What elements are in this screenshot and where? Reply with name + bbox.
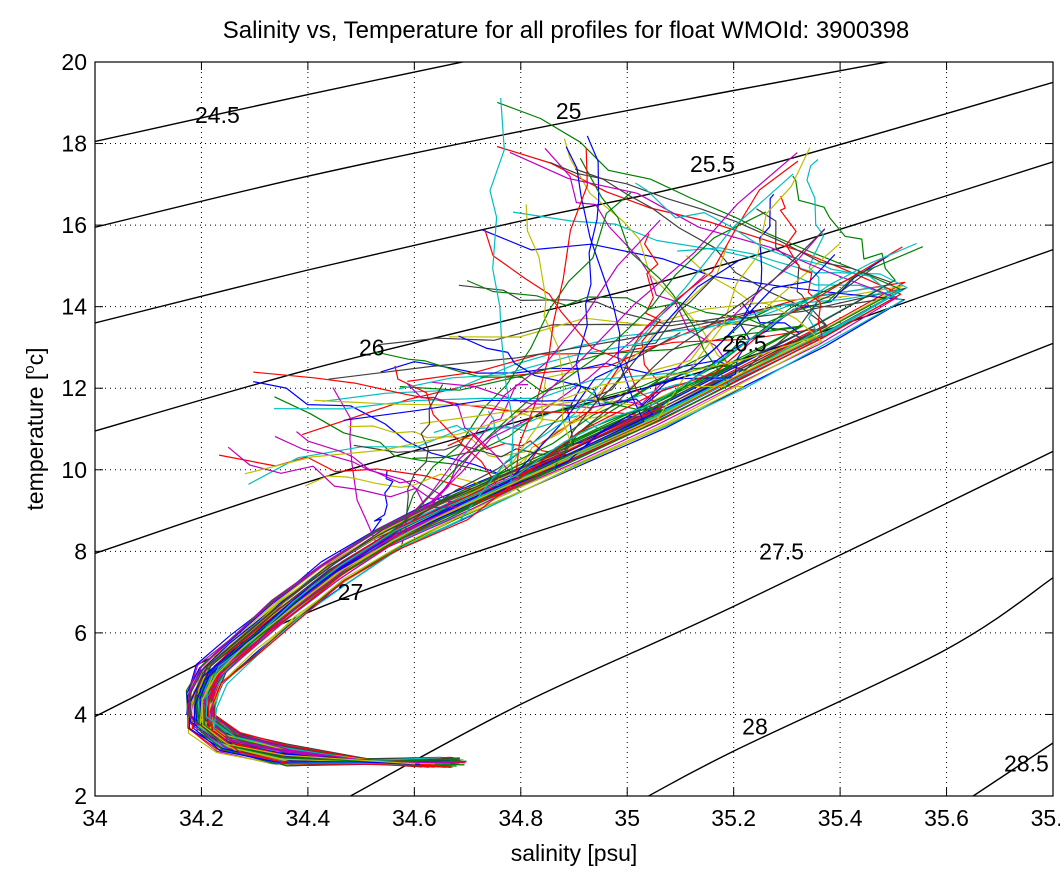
y-tick-label: 16 — [61, 212, 87, 238]
density-contour-line — [95, 161, 1053, 432]
profile-line — [193, 228, 826, 768]
density-contour-line — [972, 742, 1053, 796]
y-tick-label: 6 — [74, 620, 87, 646]
profile-line — [210, 255, 823, 766]
x-tick-label: 34.8 — [498, 805, 543, 831]
x-tick-label: 35.4 — [818, 805, 863, 831]
float-profiles — [185, 97, 924, 769]
x-tick-label: 34.6 — [392, 805, 437, 831]
chart-title: Salinity vs, Temperature for all profile… — [223, 17, 910, 44]
density-contour-label: 27.5 — [759, 538, 804, 564]
density-contour-label: 25 — [556, 98, 582, 124]
density-contour-line — [95, 81, 1053, 324]
y-tick-label: 4 — [74, 701, 87, 727]
y-tick-labels: 2 4 6 8 10 12 14 16 18 20 — [61, 49, 87, 809]
x-tick-label: 34.4 — [286, 805, 331, 831]
y-tick-label: 8 — [74, 538, 87, 564]
y-tick-label: 20 — [61, 49, 87, 75]
y-tick-label: 10 — [61, 457, 87, 483]
x-tick-label: 34 — [82, 805, 108, 831]
profile-line — [201, 335, 818, 765]
plot-frame — [94, 61, 1054, 797]
x-tick-label: 34.2 — [179, 805, 224, 831]
y-tick-label: 2 — [74, 783, 87, 809]
profile-line — [188, 146, 645, 763]
profile-line — [196, 157, 730, 767]
x-tick-label: 35.8 — [1031, 805, 1060, 831]
density-contour-line — [350, 450, 1053, 796]
y-axis-label-tail: c] — [22, 347, 48, 365]
x-tick-labels: 34 34.2 34.4 34.6 34.8 35 35.2 35.4 35.6 35.8 — [82, 805, 1060, 831]
density-contour-labels: 24.5 25 25.5 26 26.5 27 27.5 28 28.5 — [195, 98, 1049, 776]
y-axis-label-main: temperature [ — [22, 373, 48, 510]
x-axis-label: salinity [psu] — [511, 840, 638, 866]
y-tick-label: 12 — [61, 375, 87, 401]
x-tick-label: 35.6 — [924, 805, 969, 831]
profile-line — [207, 195, 823, 766]
y-axis-label: temperature [oc] — [21, 347, 48, 510]
x-tick-label: 35 — [614, 805, 640, 831]
plot-area: 24.5 25 25.5 26 26.5 27 27.5 28 28.5 — [94, 61, 1054, 797]
profile-line — [201, 97, 514, 767]
density-contour-line — [648, 577, 1053, 796]
y-axis-label-sup: o — [21, 365, 38, 373]
density-contour-label: 26 — [359, 334, 385, 360]
y-tick-label: 18 — [61, 131, 87, 157]
profile-line — [210, 246, 903, 768]
density-contour-label: 28 — [742, 714, 768, 740]
y-tick-label: 14 — [61, 294, 87, 320]
density-contour-line — [95, 62, 892, 228]
x-tick-label: 35.2 — [711, 805, 756, 831]
axis-ticks — [94, 61, 1054, 797]
profile-line — [193, 254, 836, 765]
density-contour-line — [95, 62, 466, 143]
density-contour-label: 24.5 — [195, 102, 240, 128]
density-contour-label: 27 — [338, 579, 364, 605]
density-contour-label: 26.5 — [722, 330, 767, 356]
profile-line — [205, 242, 917, 762]
density-contour-label: 28.5 — [1004, 750, 1049, 776]
profile-line — [212, 446, 460, 764]
density-contour-label: 25.5 — [690, 151, 735, 177]
